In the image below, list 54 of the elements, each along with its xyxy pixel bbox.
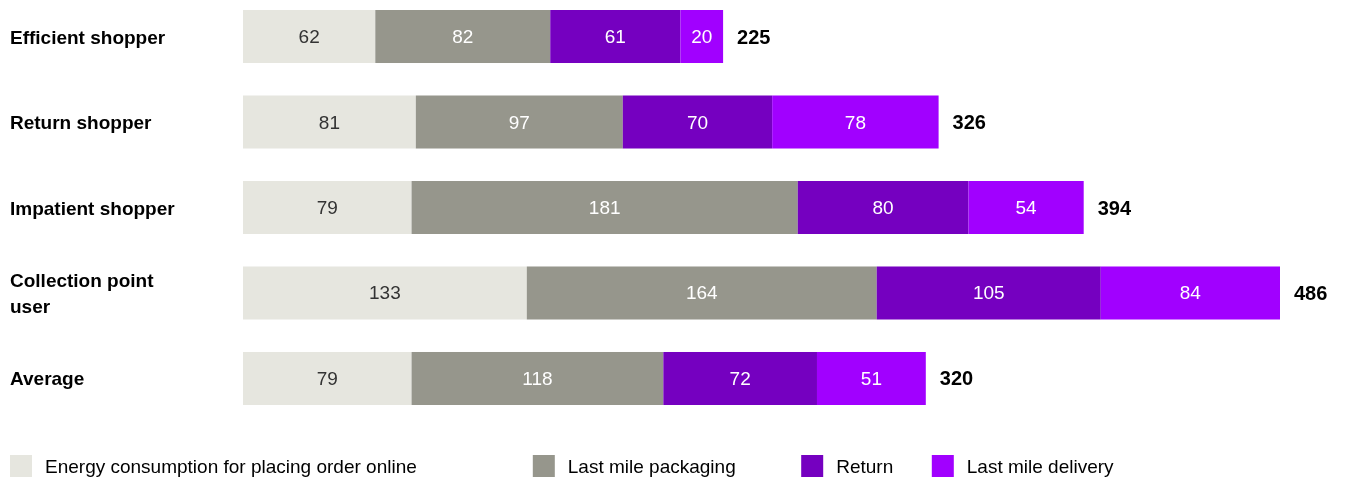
data-label: 181 bbox=[588, 197, 621, 218]
legend-label: Energy consumption for placing order online bbox=[45, 455, 417, 477]
data-label: 80 bbox=[872, 197, 894, 218]
total-label: 486 bbox=[1294, 282, 1328, 304]
bar bbox=[411, 351, 664, 405]
data-label: 133 bbox=[369, 282, 401, 304]
data-label: 78 bbox=[844, 111, 866, 133]
data-label: 54 bbox=[1015, 197, 1038, 218]
data-label: 81 bbox=[318, 111, 340, 133]
bar bbox=[680, 10, 724, 64]
data-label: 82 bbox=[452, 26, 474, 47]
data-label: 79 bbox=[316, 368, 338, 389]
bar bbox=[243, 266, 527, 320]
data-label: 51 bbox=[860, 368, 882, 389]
bar bbox=[797, 181, 969, 234]
total-label: 326 bbox=[952, 111, 986, 133]
y-tick-label: Return shopper bbox=[10, 111, 153, 133]
data-label: 62 bbox=[298, 26, 320, 47]
y-tick-label: Collection point user bbox=[10, 269, 155, 317]
total-label: 320 bbox=[939, 367, 974, 390]
bar bbox=[550, 10, 681, 64]
data-label: 61 bbox=[604, 26, 626, 47]
bar bbox=[243, 351, 412, 405]
bar bbox=[816, 351, 926, 405]
bar bbox=[876, 266, 1101, 320]
bar bbox=[772, 95, 939, 149]
data-label: 164 bbox=[685, 282, 719, 304]
bar bbox=[968, 181, 1084, 234]
bar bbox=[243, 181, 412, 234]
bar bbox=[415, 95, 623, 149]
y-tick-label: Average bbox=[10, 368, 85, 389]
data-label: 20 bbox=[691, 26, 713, 47]
y-tick-label: Impatient shopper bbox=[10, 197, 176, 218]
legend-label: Last mile packaging bbox=[567, 455, 736, 477]
legend-label: Return bbox=[836, 455, 894, 477]
bar bbox=[243, 10, 376, 64]
y-tick-label: Efficient shopper bbox=[10, 26, 166, 47]
total-label: 225 bbox=[737, 25, 771, 48]
bar bbox=[663, 351, 817, 405]
data-label: 72 bbox=[729, 368, 751, 389]
data-label: 97 bbox=[508, 111, 530, 133]
bar bbox=[375, 10, 551, 64]
data-label: 70 bbox=[686, 111, 709, 133]
bar bbox=[411, 181, 798, 234]
bar bbox=[526, 266, 877, 320]
data-label: 84 bbox=[1179, 282, 1202, 304]
bar bbox=[622, 95, 773, 149]
bar bbox=[243, 95, 416, 149]
total-label: 394 bbox=[1097, 196, 1132, 219]
bar bbox=[1100, 266, 1281, 320]
data-label: 79 bbox=[316, 197, 338, 218]
legend-label: Last mile delivery bbox=[966, 455, 1115, 477]
data-label: 105 bbox=[972, 282, 1005, 304]
data-label: 118 bbox=[522, 368, 553, 389]
